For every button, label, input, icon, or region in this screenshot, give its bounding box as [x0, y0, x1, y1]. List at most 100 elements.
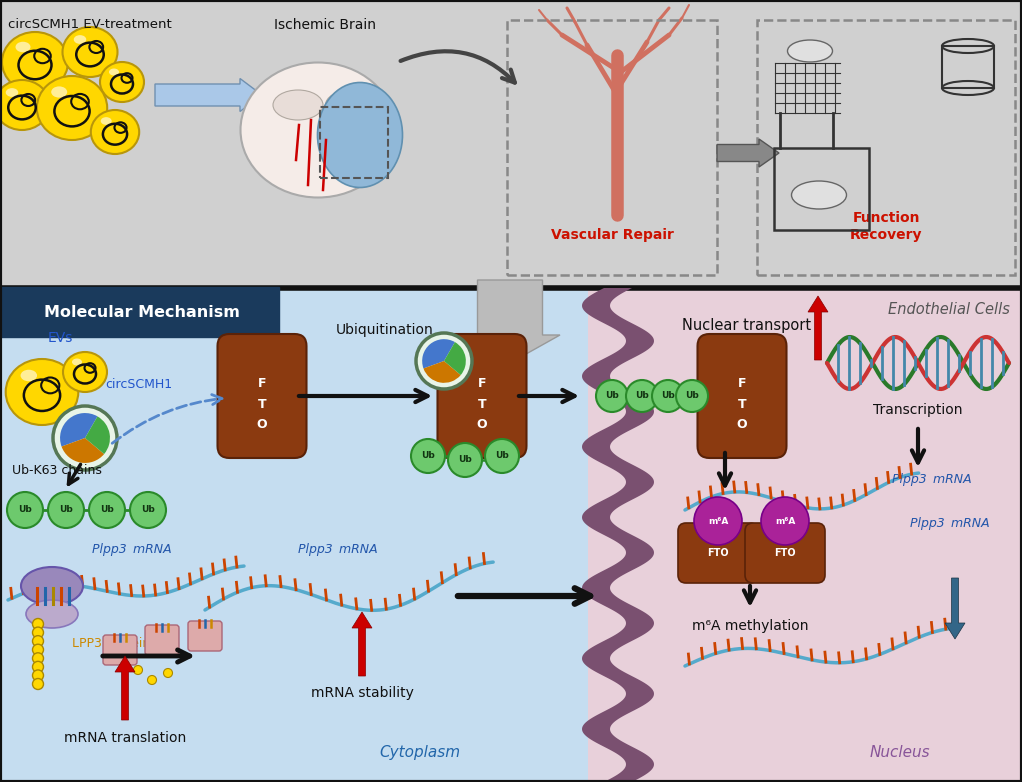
Point — [108, 630, 121, 639]
Point — [39, 583, 51, 593]
FancyBboxPatch shape — [0, 0, 1022, 288]
Circle shape — [134, 665, 142, 675]
Circle shape — [33, 653, 44, 664]
Point — [556, 30, 568, 40]
Point — [611, 70, 623, 80]
Ellipse shape — [109, 69, 119, 76]
Point — [317, 185, 329, 195]
Circle shape — [48, 492, 84, 528]
Circle shape — [448, 443, 482, 477]
Ellipse shape — [2, 32, 68, 92]
Circle shape — [626, 380, 658, 412]
Point — [204, 615, 217, 625]
Text: Ub: Ub — [458, 455, 472, 465]
Point — [819, 109, 831, 118]
Point — [683, 0, 695, 9]
FancyArrow shape — [115, 656, 135, 720]
Point — [688, 391, 700, 400]
Text: Ub: Ub — [661, 392, 675, 400]
Text: O: O — [257, 418, 268, 431]
Text: Function
Recovery: Function Recovery — [849, 210, 922, 242]
Circle shape — [596, 380, 628, 412]
Text: O: O — [476, 418, 487, 431]
Line: 2 pts: 2 pts — [647, 20, 659, 42]
Text: Ub: Ub — [495, 451, 509, 461]
Point — [47, 583, 59, 593]
Ellipse shape — [788, 40, 833, 62]
Line: 2 pts: 2 pts — [296, 125, 299, 160]
Point — [678, 391, 690, 400]
Ellipse shape — [6, 88, 18, 97]
Text: FTO: FTO — [707, 548, 729, 558]
Wedge shape — [61, 438, 104, 463]
Circle shape — [89, 492, 125, 528]
Text: m⁶A: m⁶A — [775, 516, 795, 526]
Point — [632, 391, 644, 400]
Circle shape — [652, 380, 684, 412]
Ellipse shape — [74, 35, 86, 44]
Point — [769, 109, 781, 118]
Line: 2 pts: 2 pts — [587, 45, 617, 95]
Polygon shape — [582, 288, 654, 782]
Text: F: F — [738, 378, 746, 390]
Text: mRNA translation: mRNA translation — [64, 731, 186, 745]
Point — [199, 622, 212, 632]
Text: Ub: Ub — [605, 392, 619, 400]
Text: Ub: Ub — [141, 505, 155, 515]
Circle shape — [33, 636, 44, 647]
Ellipse shape — [21, 567, 83, 605]
Ellipse shape — [100, 62, 144, 102]
Point — [819, 59, 831, 68]
Point — [301, 181, 314, 190]
Point — [199, 615, 212, 625]
Point — [66, 505, 79, 515]
FancyBboxPatch shape — [145, 625, 179, 655]
Circle shape — [676, 380, 708, 412]
Circle shape — [33, 670, 44, 681]
Point — [611, 90, 623, 99]
Point — [641, 38, 653, 47]
Point — [799, 109, 811, 118]
Point — [39, 599, 51, 608]
Circle shape — [416, 333, 472, 389]
Text: T: T — [477, 397, 486, 411]
Text: Nuclear transport: Nuclear transport — [682, 318, 811, 333]
Line: 2 pts: 2 pts — [567, 8, 575, 22]
Point — [150, 626, 162, 636]
Point — [834, 68, 846, 77]
Point — [541, 16, 553, 25]
Point — [193, 622, 205, 632]
Point — [37, 505, 49, 515]
Point — [663, 30, 676, 40]
Point — [561, 3, 573, 13]
Text: Ub: Ub — [18, 505, 32, 515]
Ellipse shape — [791, 181, 846, 209]
Point — [774, 109, 786, 118]
Point — [769, 59, 781, 68]
FancyArrow shape — [717, 139, 779, 167]
Text: mRNA stability: mRNA stability — [311, 686, 414, 700]
Text: Ub: Ub — [635, 392, 649, 400]
Point — [580, 41, 593, 50]
Point — [569, 17, 582, 27]
Circle shape — [694, 497, 742, 545]
FancyBboxPatch shape — [697, 334, 787, 458]
Point — [452, 451, 464, 461]
Point — [149, 505, 161, 515]
FancyArrow shape — [808, 296, 828, 360]
Point — [829, 59, 841, 68]
Point — [834, 109, 846, 118]
Point — [676, 13, 688, 23]
Circle shape — [761, 497, 809, 545]
Circle shape — [7, 492, 43, 528]
Point — [119, 505, 131, 515]
Point — [621, 391, 634, 400]
Text: Ub: Ub — [59, 505, 73, 515]
Ellipse shape — [0, 80, 49, 130]
Point — [489, 455, 501, 465]
Point — [676, 13, 688, 23]
Ellipse shape — [15, 41, 31, 52]
Circle shape — [33, 619, 44, 630]
Text: Vascular Repair: Vascular Repair — [551, 228, 673, 242]
Wedge shape — [60, 413, 97, 447]
